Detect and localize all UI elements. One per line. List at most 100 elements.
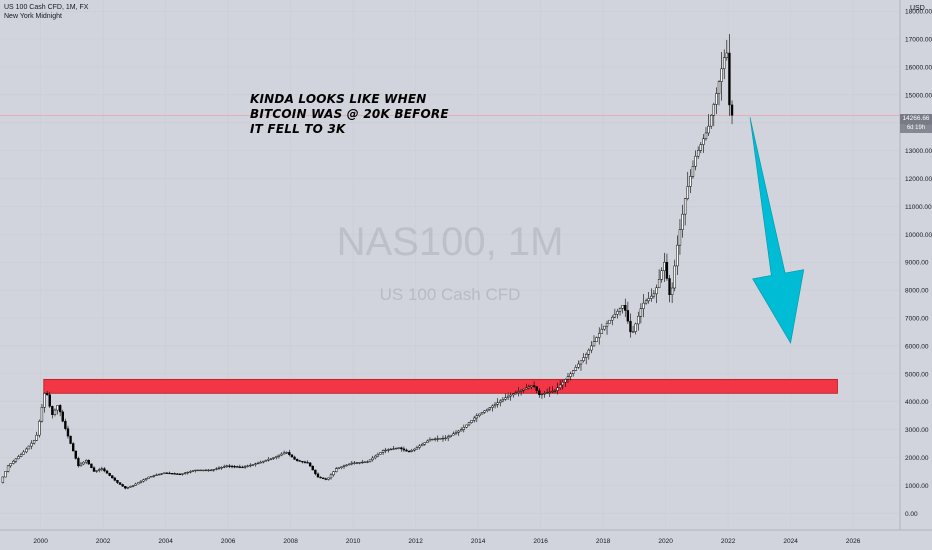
resistance-zone[interactable] — [43, 378, 838, 394]
grid — [0, 0, 900, 530]
candle-body — [509, 394, 512, 397]
candle-body — [668, 278, 671, 296]
candles — [1, 34, 734, 490]
candle-body — [160, 473, 163, 475]
candle-body — [220, 466, 223, 469]
candle-body — [256, 462, 260, 465]
candle-body — [611, 316, 614, 321]
candle-body — [124, 486, 127, 489]
candle-body — [170, 473, 174, 475]
candle-body — [486, 408, 489, 411]
candle-body — [6, 465, 10, 472]
candle-body — [35, 434, 38, 441]
text-annotation[interactable]: KINDA LOOKS LIKE WHEN BITCOIN WAS @ 20K … — [250, 92, 449, 137]
time-tick-label: 2000 — [33, 538, 48, 545]
candle-body — [51, 406, 54, 415]
candle-body — [48, 394, 51, 407]
candle-body — [189, 471, 192, 473]
candle-body — [264, 460, 268, 462]
candle-body — [374, 455, 377, 459]
candle-body — [488, 407, 492, 410]
candle-body — [506, 395, 510, 398]
time-axis[interactable]: 2000 2002 2004 2006 2008 2010 2012 2014 2016 2018… — [33, 538, 860, 545]
candle-body — [40, 407, 44, 422]
candle-body — [457, 430, 460, 433]
candle-body — [467, 422, 471, 426]
price-tick-label: 18000.00 — [905, 9, 932, 16]
price-tick-label: 8000.00 — [905, 288, 929, 295]
projection-arrow[interactable] — [749, 117, 805, 344]
candle-body — [361, 461, 364, 464]
candle-body — [585, 354, 588, 358]
candle-body — [316, 473, 320, 478]
candle-body — [392, 448, 395, 450]
candle-body — [397, 447, 400, 449]
candle-body — [678, 229, 682, 246]
candle-body — [191, 470, 195, 472]
candle-body — [45, 393, 49, 395]
candle-body — [514, 392, 518, 395]
candle-body — [103, 468, 106, 472]
candle-body — [251, 464, 255, 466]
candle-body — [301, 460, 304, 463]
candle-body — [504, 397, 507, 400]
candle-body — [558, 384, 562, 388]
candle-body — [428, 439, 432, 442]
candle-body — [657, 279, 661, 289]
candle-body — [293, 456, 296, 460]
candle-body — [267, 459, 270, 461]
candle-body — [715, 93, 718, 105]
candle-body — [241, 466, 244, 469]
candle-body — [644, 300, 648, 304]
candle-body — [413, 448, 416, 451]
candle-body — [512, 393, 515, 396]
candle-body — [394, 447, 398, 450]
candle-body — [556, 387, 559, 391]
candle-body — [321, 477, 325, 479]
candle-body — [118, 482, 122, 485]
symbol-legend[interactable]: US 100 Cash CFD, 1M, FX New York Midnigh… — [4, 3, 88, 21]
candle-body — [98, 469, 101, 471]
candle-body — [665, 261, 669, 279]
candle-body — [499, 400, 502, 403]
candle-body — [566, 376, 570, 380]
candle-body — [147, 476, 150, 479]
price-axis[interactable]: 0.00 1000.00 2000.00 3000.00 4000.00 5000.00 6… — [905, 9, 932, 518]
candle-body — [113, 477, 117, 481]
candle-body — [95, 470, 98, 472]
candle-body — [194, 469, 197, 472]
candle-body — [548, 391, 551, 393]
candle-body — [155, 474, 158, 476]
candle-body — [142, 479, 145, 482]
price-tick-label: 5000.00 — [905, 371, 929, 378]
candle-body — [402, 448, 406, 451]
candle-body — [629, 320, 632, 333]
candle-body — [311, 465, 314, 471]
candle-body — [475, 415, 479, 419]
candle-body — [236, 466, 239, 468]
candle-body — [473, 417, 476, 421]
candle-body — [19, 453, 23, 457]
candle-body — [702, 138, 705, 145]
candle-body — [691, 166, 695, 177]
candle-body — [243, 466, 247, 468]
candle-body — [329, 474, 333, 479]
candle-body — [545, 392, 549, 394]
price-tick-label: 3000.00 — [905, 427, 929, 434]
candle-body — [407, 450, 411, 453]
candle-body — [298, 460, 301, 462]
candle-body — [444, 437, 447, 439]
candle-body — [564, 379, 567, 383]
candle-body — [696, 150, 700, 157]
candle-body — [723, 57, 726, 70]
candle-body — [655, 287, 658, 295]
candle-body — [368, 459, 372, 462]
candle-body — [624, 304, 627, 311]
candle-body — [342, 465, 346, 468]
candle-body — [173, 473, 176, 475]
price-tick-label: 4000.00 — [905, 399, 929, 406]
candle-body — [496, 402, 499, 405]
candle-body — [71, 443, 75, 452]
